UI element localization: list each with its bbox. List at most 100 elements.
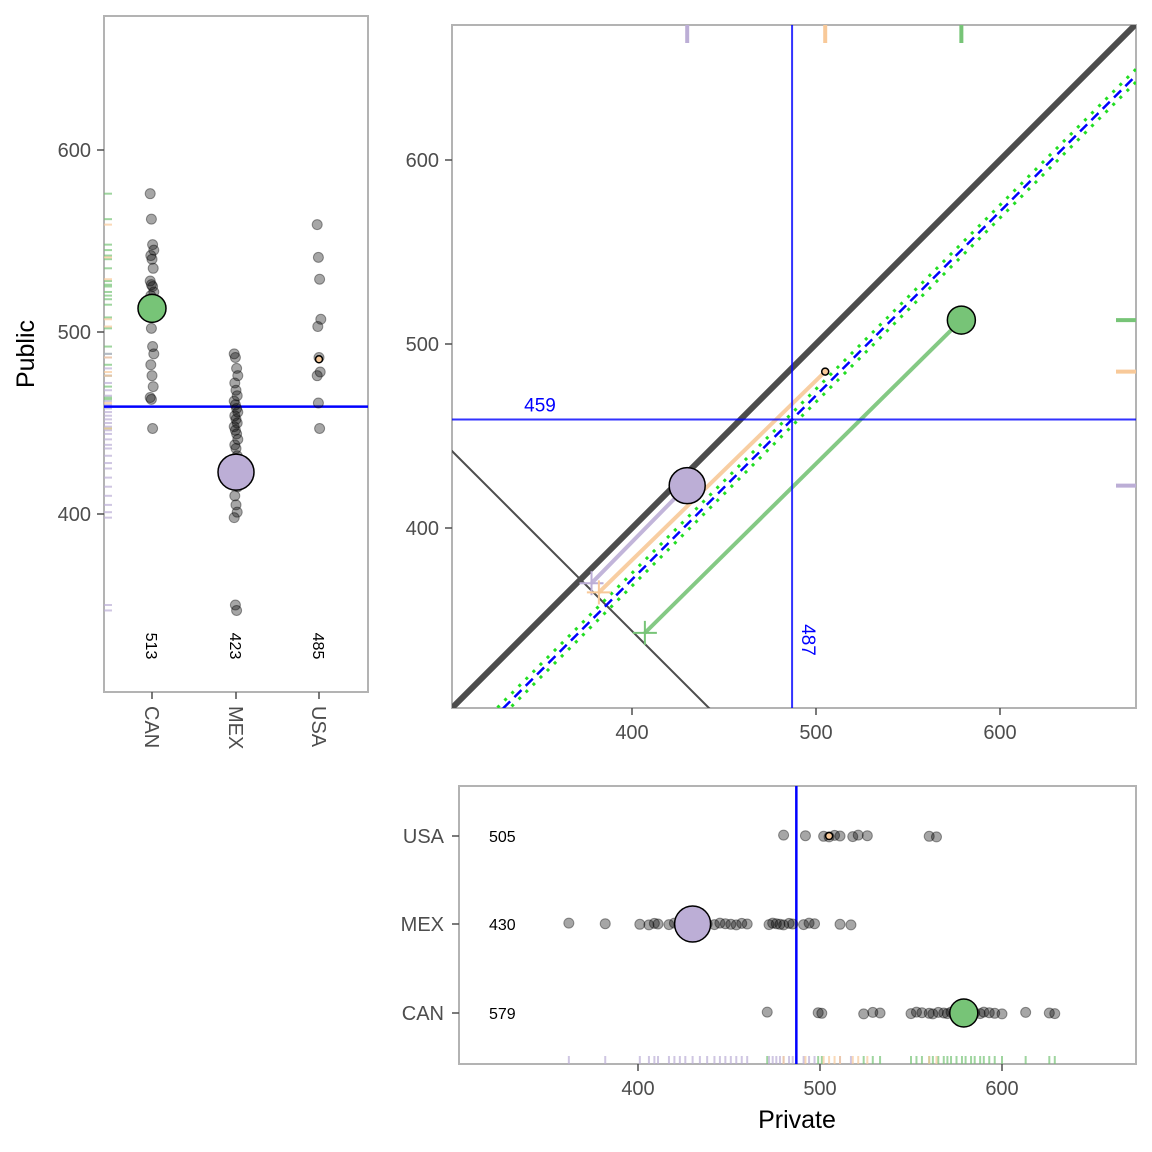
private-y-tick-label-mex: MEX xyxy=(401,914,444,936)
public-x-tick-label-can: CAN xyxy=(140,706,162,748)
anti-diagonal-line xyxy=(452,449,711,708)
scatter-group-mean-usa xyxy=(820,367,830,376)
private-point xyxy=(983,1007,995,1019)
private-point xyxy=(778,919,790,931)
mean-difference-line xyxy=(501,73,1136,708)
private-point xyxy=(787,918,799,930)
public-point xyxy=(229,399,241,411)
private-y-tick-label-usa: USA xyxy=(403,826,445,848)
private-point xyxy=(845,919,857,931)
private-group-mean-usa xyxy=(824,831,834,841)
private-group-mean-can xyxy=(949,998,979,1028)
private-point xyxy=(809,918,821,930)
public-point xyxy=(231,428,243,440)
scatter-x-tick-label: 600 xyxy=(983,722,1016,744)
private-point xyxy=(834,918,846,930)
private-x-tick-label: 600 xyxy=(985,1078,1018,1100)
private-point xyxy=(563,917,575,929)
private-point xyxy=(741,918,753,930)
private-point xyxy=(1020,1006,1032,1018)
public-point xyxy=(231,506,243,518)
public-point xyxy=(314,366,326,378)
public-mean-label-mex: 423 xyxy=(226,633,243,660)
private-point xyxy=(761,1006,773,1018)
public-point xyxy=(145,250,157,262)
public-point xyxy=(229,599,241,611)
private-point xyxy=(767,917,779,929)
private-point xyxy=(803,917,815,929)
scatter-group-mean-can xyxy=(946,305,977,335)
public-point xyxy=(229,377,241,389)
public-point xyxy=(311,370,323,382)
public-point xyxy=(231,604,243,616)
private-point xyxy=(648,917,660,929)
public-point xyxy=(232,406,244,418)
public-by-group-plot: 513 423 485 400 500 600 CAN MEX USA xyxy=(58,140,368,749)
private-point xyxy=(978,1006,990,1018)
private-point xyxy=(643,919,655,931)
public-point xyxy=(145,279,157,291)
public-point xyxy=(231,417,243,429)
private-point xyxy=(1043,1007,1055,1019)
private-point xyxy=(858,1008,870,1020)
public-point xyxy=(145,359,157,371)
public-point xyxy=(228,512,240,524)
public-point xyxy=(146,253,158,265)
public-group-mean-mex xyxy=(217,453,255,491)
x-axis-title: Private xyxy=(758,1106,836,1134)
private-point xyxy=(874,1007,886,1019)
public-point xyxy=(229,439,241,451)
confidence-line-1 xyxy=(494,66,1136,708)
public-point xyxy=(147,239,159,251)
scatter-y-tick-label: 500 xyxy=(406,334,439,356)
private-mean-label-mex: 430 xyxy=(489,917,516,934)
public-point xyxy=(147,262,159,274)
public-point xyxy=(231,362,243,374)
public-y-tick-label: 600 xyxy=(58,140,91,162)
hline-value-label: 459 xyxy=(524,395,556,416)
public-point xyxy=(312,321,324,333)
private-point xyxy=(932,1006,944,1018)
private-vs-public-scatter: 459 487 400 500 600 400 500 600 xyxy=(406,25,1136,744)
scatter-x-tick-label: 500 xyxy=(799,722,832,744)
private-point xyxy=(816,1007,828,1019)
public-point xyxy=(144,188,156,200)
private-point xyxy=(852,829,864,841)
private-point xyxy=(798,919,810,931)
public-mean-label-can: 513 xyxy=(142,633,159,660)
private-point xyxy=(725,918,737,930)
public-mean-label-usa: 485 xyxy=(309,633,326,660)
public-point xyxy=(145,322,157,334)
private-point xyxy=(927,1008,939,1020)
private-point xyxy=(778,829,790,841)
scatter-x-tick-label: 400 xyxy=(615,722,648,744)
public-point xyxy=(231,390,243,402)
public-x-tick-label-mex: MEX xyxy=(224,706,246,749)
private-by-group-plot: 579 430 505 USA MEX CAN 400 500 600 xyxy=(401,786,1061,1100)
public-point xyxy=(147,341,159,353)
private-mean-label-can: 579 xyxy=(489,1006,516,1023)
public-x-tick-label-usa: USA xyxy=(307,706,329,748)
confidence-line-2 xyxy=(507,79,1136,708)
public-y-tick-label: 400 xyxy=(58,504,91,526)
public-point xyxy=(228,421,240,433)
private-point xyxy=(714,917,726,929)
private-point xyxy=(599,918,611,930)
identity-line xyxy=(452,25,1136,708)
public-point xyxy=(145,393,157,405)
private-point xyxy=(719,918,731,930)
public-point xyxy=(231,402,243,414)
private-group-mean-mex xyxy=(673,905,712,943)
public-point xyxy=(230,413,242,425)
public-point xyxy=(147,281,159,292)
y-axis-title: Public xyxy=(12,320,40,388)
private-point xyxy=(923,1007,935,1019)
public-point xyxy=(311,219,323,231)
public-point xyxy=(144,275,156,287)
private-point xyxy=(861,830,873,842)
private-point xyxy=(930,831,942,843)
projection-segment-can xyxy=(643,318,963,635)
projection-segment-mex xyxy=(590,484,689,585)
private-point xyxy=(730,919,742,931)
public-point xyxy=(145,213,157,225)
